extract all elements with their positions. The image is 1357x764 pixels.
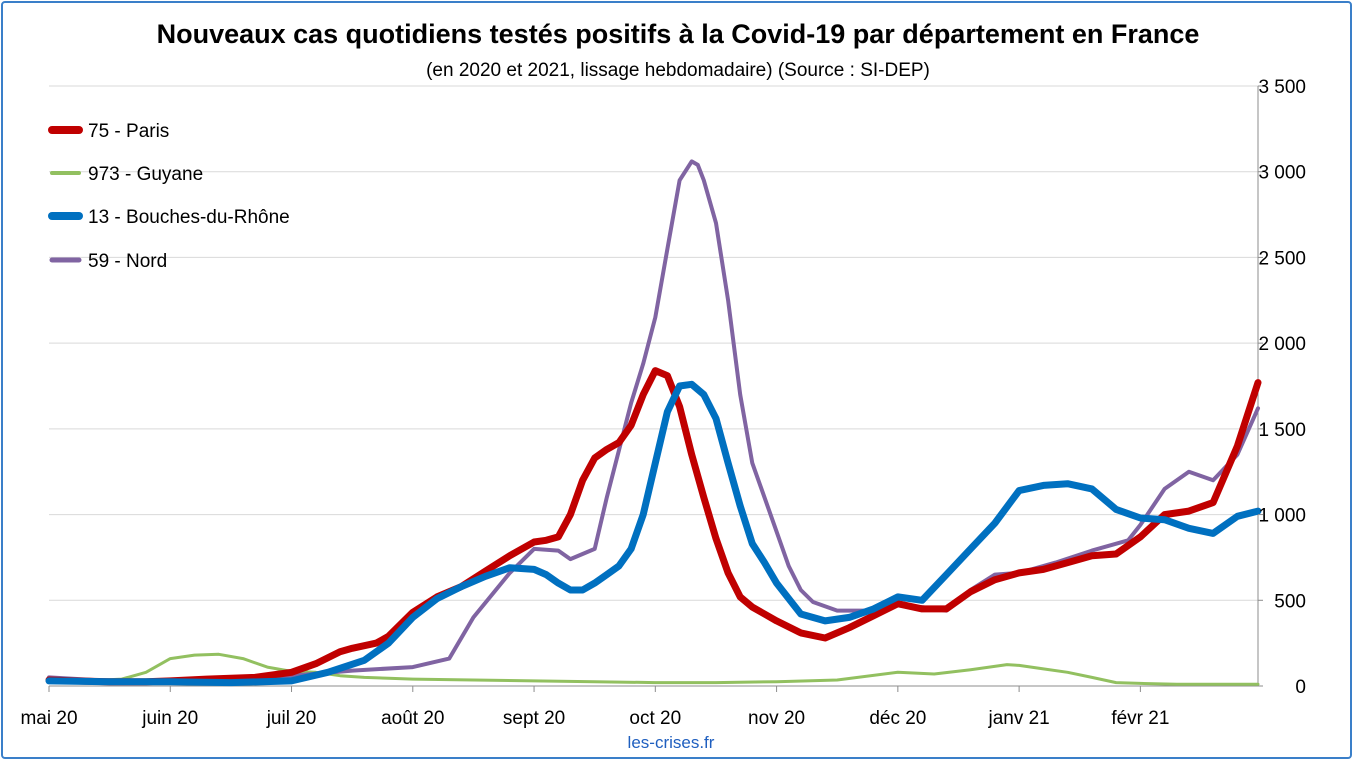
y-axis-ticks: 0 500 1 000 1 500 2 000 2 500 3 000 3 500 [1258, 77, 1306, 698]
chart-subtitle: (en 2020 et 2021, lissage hebdomadaire) … [426, 60, 930, 81]
series-line-973-guyane [47, 652, 1260, 686]
y-tick-label: 1 000 [1258, 506, 1306, 527]
x-tick-label: déc 20 [869, 708, 926, 729]
x-tick-label: mai 20 [20, 708, 77, 729]
legend-label: 13 - Bouches-du-Rhône [88, 207, 290, 228]
x-tick-label: juin 20 [141, 708, 198, 729]
y-tick-label: 2 000 [1258, 334, 1306, 355]
series-line-75-paris [45, 367, 1262, 686]
x-tick-label: oct 20 [629, 708, 681, 729]
chart-title: Nouveaux cas quotidiens testés positifs … [157, 19, 1200, 49]
source-label: les-crises.fr [628, 733, 715, 752]
x-tick-label: févr 21 [1111, 708, 1169, 729]
legend: 75 - Paris 973 - Guyane 13 - Bouches-du-Rh… [48, 121, 290, 272]
x-tick-label: janv 21 [987, 708, 1049, 729]
gridlines [49, 85, 1259, 687]
y-tick-label: 1 500 [1258, 420, 1306, 441]
y-tick-label: 500 [1274, 591, 1306, 612]
x-tick-label: juil 20 [266, 708, 317, 729]
x-tick-label: nov 20 [748, 708, 805, 729]
y-tick-label: 2 500 [1258, 248, 1306, 269]
legend-label: 75 - Paris [88, 121, 169, 142]
y-tick-label: 0 [1295, 677, 1306, 698]
legend-label: 59 - Nord [88, 251, 167, 272]
series-line-13-bouches-du-rh-ne [45, 380, 1262, 687]
x-axis-ticks: mai 20 juin 20 juil 20 août 20 sept 20 oct 20… [20, 686, 1169, 729]
y-tick-label: 3 500 [1258, 77, 1306, 98]
series-group [45, 159, 1262, 687]
x-tick-label: août 20 [381, 708, 444, 729]
y-tick-label: 3 000 [1258, 163, 1306, 184]
x-tick-label: sept 20 [503, 708, 565, 729]
series-line-59-nord [47, 159, 1260, 684]
legend-label: 973 - Guyane [88, 164, 203, 185]
